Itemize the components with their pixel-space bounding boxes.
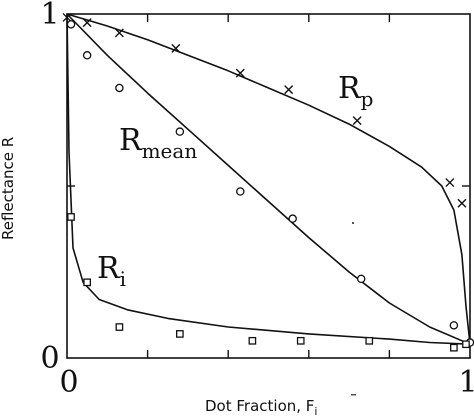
point-x-7 [445,178,455,188]
point-x-5 [284,85,294,95]
tick-labels: 0 1 0 1 [40,0,474,400]
point-circle-5 [288,214,297,223]
point-x-3 [171,43,181,53]
axis-ticks [67,14,470,358]
point-x-6 [352,116,362,126]
speck [352,222,354,224]
point-square-7 [450,343,458,352]
point-square-5 [296,336,305,345]
point-x-2 [114,28,124,38]
point-square-4 [248,336,257,345]
point-square-2 [115,323,124,331]
point-square-1 [83,278,91,287]
speck [351,394,356,396]
point-circle-7 [449,321,459,330]
plot-frame [66,13,471,359]
point-circle-1 [82,51,92,60]
x-tick-label-1: 1 [458,365,474,400]
y-tick-label-0: 0 [40,341,59,376]
point-x-8 [457,198,467,208]
point-circle-2 [115,83,124,93]
series-label-ri: Ri [97,251,126,291]
curve-x [66,13,471,345]
y-axis-label: Reflectance R [0,137,17,240]
point-square-0 [67,213,75,221]
x-axis-label: Dot Fraction, Fi [205,397,317,417]
point-square-8 [462,340,470,349]
data-markers [62,12,474,352]
fit-curves [66,13,471,345]
y-tick-label-1: 1 [40,0,59,32]
curve-square [66,13,471,345]
point-circle-4 [236,187,245,196]
series-label-rp: Rp [338,71,373,111]
series-label-rmean: Rmean [119,123,197,163]
point-x-0 [62,12,72,22]
point-square-3 [175,330,184,338]
point-x-1 [82,18,92,28]
point-x-4 [235,68,245,78]
x-tick-label-0: 0 [59,365,78,400]
curve-circle [66,13,471,345]
point-circle-6 [356,274,366,284]
point-circle-0 [66,20,76,29]
point-square-6 [365,336,374,345]
point-circle-3 [175,127,185,136]
